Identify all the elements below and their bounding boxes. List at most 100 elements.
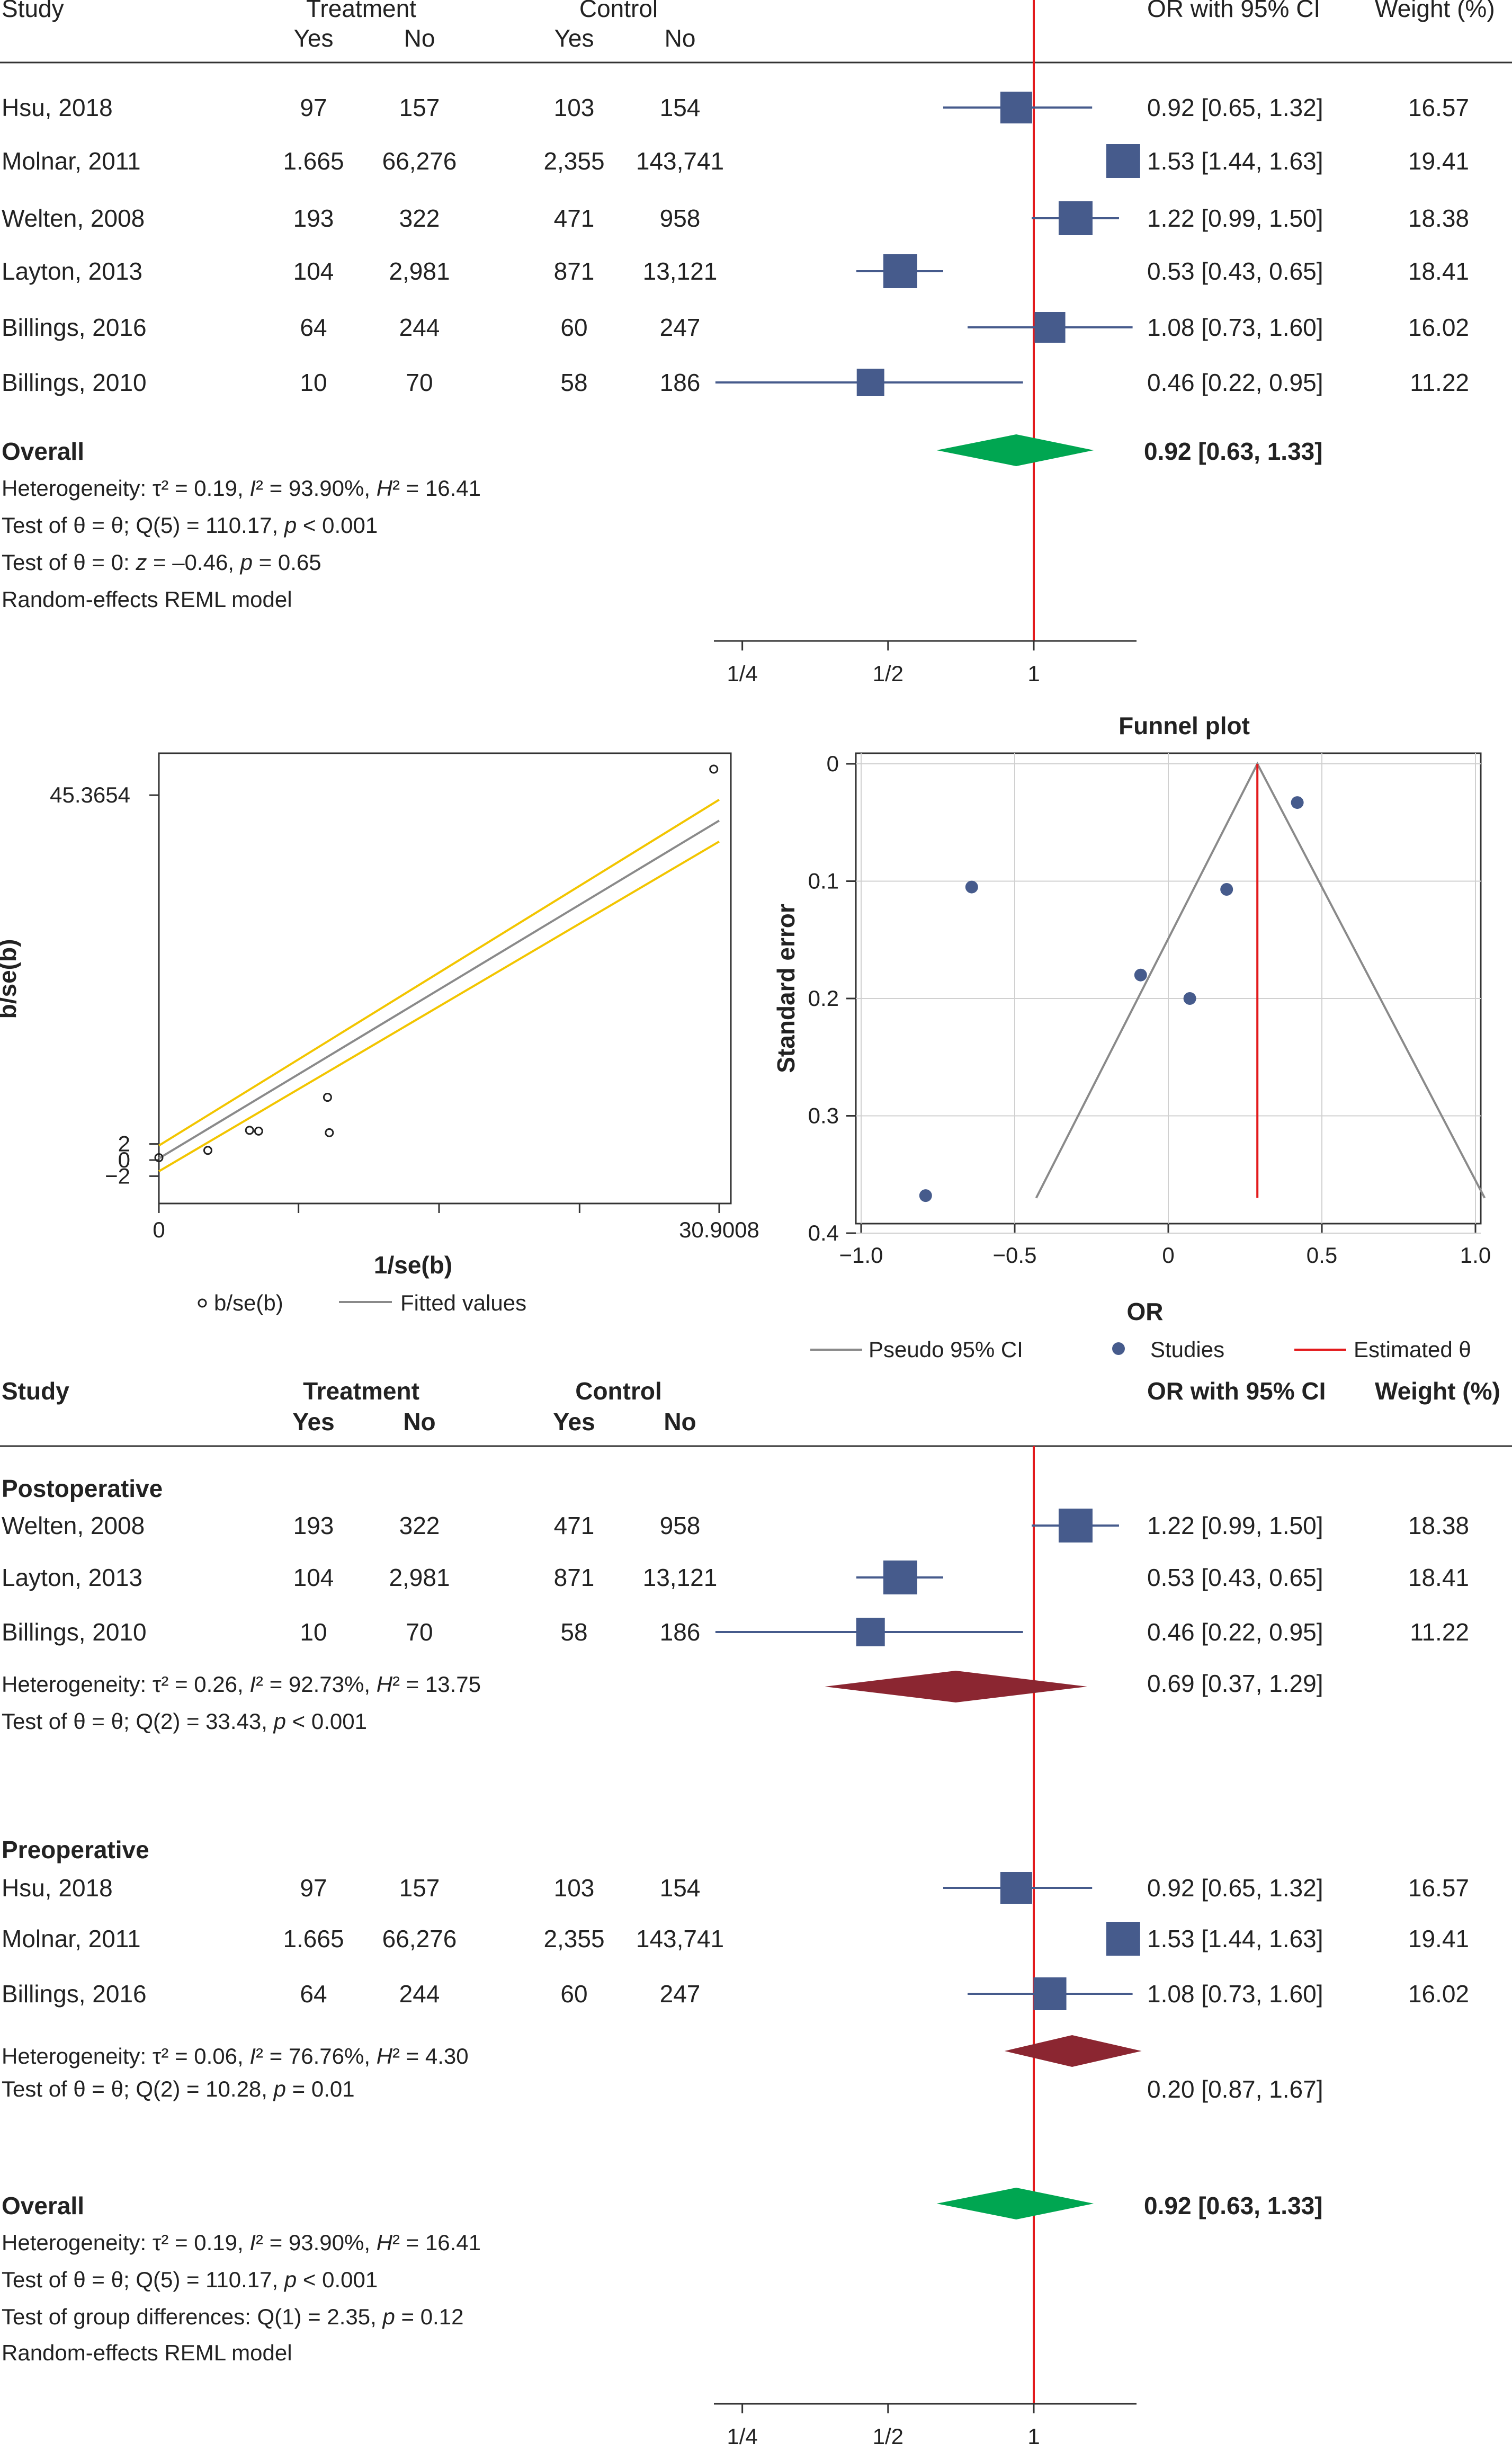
weight-value: 18.38 — [1408, 204, 1469, 232]
ctrl-yes-value: 871 — [554, 1564, 595, 1591]
study-point — [154, 1153, 164, 1162]
homogeneity-test: Test of θ = θ; Q(5) = 110.17, p < 0.001 — [2, 2267, 378, 2292]
heterogeneity-stat: Heterogeneity: τ² = 0.19, I² = 93.90%, H… — [2, 2230, 481, 2255]
model-note: Random-effects REML model — [2, 587, 292, 612]
header-treatment: Treatment — [306, 0, 416, 22]
ctrl-yes-value: 58 — [560, 1618, 587, 1646]
postoperative-diamond — [825, 1671, 1088, 1702]
model-note: Random-effects REML model — [2, 2340, 292, 2365]
effect-square — [1106, 144, 1140, 178]
homogeneity-test: Test of θ = θ; Q(5) = 110.17, p < 0.001 — [2, 513, 378, 538]
study-name: Billings, 2016 — [2, 314, 147, 341]
ctrl-yes-value: 58 — [560, 369, 587, 396]
x-tick-label: 0 — [153, 1217, 165, 1242]
effect-square — [1058, 201, 1093, 235]
study-name: Billings, 2010 — [2, 369, 147, 396]
or-ci-value: 1.08 [0.73, 1.60] — [1147, 314, 1323, 341]
legend-studies-label: Studies — [1150, 1337, 1224, 1362]
or-ci-value: 1.22 [0.99, 1.50] — [1147, 204, 1323, 232]
study-name: Welten, 2008 — [2, 1512, 145, 1539]
study-point — [709, 764, 719, 774]
header-or-ci: OR with 95% CI — [1147, 1377, 1326, 1405]
pseudo-ci-lines — [1035, 761, 1486, 1199]
study-point — [1183, 992, 1196, 1005]
study-name: Billings, 2010 — [2, 1618, 147, 1646]
funnel-plot: Funnel plot Standard error OR −1.0 −0.5 0 0… — [772, 712, 1491, 1362]
treat-yes-value: 97 — [300, 94, 327, 121]
x-tick-label: −0.5 — [993, 1243, 1037, 1268]
ctrl-no-value: 13,121 — [643, 257, 718, 285]
treat-no-value: 2,981 — [389, 257, 450, 285]
effect-square — [1034, 312, 1066, 343]
x-tick-label: 0.5 — [1307, 1243, 1337, 1268]
header-weight: Weight (%) — [1375, 0, 1495, 22]
ctrl-yes-value: 60 — [560, 314, 587, 341]
y-tick-label: 2 — [118, 1131, 130, 1156]
weight-value: 18.41 — [1408, 257, 1469, 285]
x-tick-label: 30.9008 — [679, 1217, 759, 1242]
study-point — [1134, 968, 1147, 982]
treat-yes-value: 193 — [293, 204, 334, 232]
weight-value: 18.38 — [1408, 1512, 1469, 1539]
fitted-line — [158, 819, 720, 1160]
study-point — [1291, 796, 1304, 809]
ctrl-no-value: 958 — [660, 1512, 701, 1539]
treat-yes-value: 104 — [293, 257, 334, 285]
effect-square — [856, 1618, 885, 1646]
weight-value: 16.02 — [1408, 314, 1469, 341]
y-tick-label: −2 — [105, 1163, 130, 1188]
subgroup-preoperative: Preoperative — [2, 1836, 149, 1863]
header-study: Study — [2, 1377, 69, 1405]
header-ctrl-yes: Yes — [553, 1408, 595, 1435]
or-ci-value: 0.92 [0.65, 1.32] — [1147, 94, 1323, 121]
effect-square — [856, 369, 884, 396]
y-tick-label: 0 — [827, 751, 839, 776]
pre-heterogeneity: Heterogeneity: τ² = 0.06, I² = 76.76%, H… — [2, 2044, 469, 2068]
weight-value: 16.57 — [1408, 94, 1469, 121]
study-point — [245, 1126, 254, 1135]
galbraith-ylabel: b/se(b) — [0, 939, 21, 1019]
header-control: Control — [579, 0, 658, 22]
header-treat-no: No — [404, 24, 435, 52]
forest-plot-1: Study Treatment Control Yes No Yes No OR… — [0, 0, 1512, 686]
ctrl-no-value: 154 — [660, 94, 701, 121]
ctrl-yes-value: 871 — [554, 257, 595, 285]
treat-no-value: 157 — [399, 94, 440, 121]
or-ci-value: 0.46 [0.22, 0.95] — [1147, 369, 1323, 396]
effect-square — [1000, 92, 1032, 123]
treat-no-value: 322 — [399, 204, 440, 232]
weight-value: 16.57 — [1408, 1874, 1469, 1902]
effect-square — [883, 254, 917, 288]
treat-yes-value: 193 — [293, 1512, 334, 1539]
header-control: Control — [575, 1377, 662, 1405]
or-ci-value: 1.08 [0.73, 1.60] — [1147, 1980, 1323, 2008]
weight-value: 18.41 — [1408, 1564, 1469, 1591]
treat-yes-value: 1.665 — [283, 1925, 344, 1952]
treat-no-value: 66,276 — [382, 147, 457, 175]
forest2-rows: Welten, 2008 193 322 471 958 1.22 [0.99, 1.50… — [2, 1446, 1469, 2404]
overall-diamond — [936, 2188, 1094, 2219]
or-ci-value: 0.46 [0.22, 0.95] — [1147, 1618, 1323, 1646]
or-ci-value: 1.53 [1.44, 1.63] — [1147, 1925, 1323, 1952]
x-tick-label: 1.0 — [1460, 1243, 1491, 1268]
study-point — [919, 1189, 932, 1202]
ctrl-no-value: 958 — [660, 204, 701, 232]
treat-no-value: 244 — [399, 314, 440, 341]
pre-pooled-ci: 0.20 [0.87, 1.67] — [1147, 2075, 1323, 2103]
header-treat-yes: Yes — [292, 1408, 334, 1435]
x-tick-label: 0 — [1162, 1243, 1174, 1268]
axis-tick-label: 1 — [1027, 2424, 1040, 2449]
study-name: Molnar, 2011 — [2, 1925, 141, 1952]
axis-tick-label: 1/4 — [727, 2424, 757, 2449]
funnel-grid: −1.0 −0.5 0 0.5 1.0 0 0.1 0.2 0.3 0.4 — [808, 751, 1491, 1268]
ctrl-no-value: 247 — [660, 1980, 701, 2008]
study-name: Hsu, 2018 — [2, 94, 113, 121]
galbraith-points — [154, 764, 719, 1162]
y-tick-label: 45.3654 — [50, 782, 130, 807]
ctrl-no-value: 247 — [660, 314, 701, 341]
axis-tick-label: 1/2 — [873, 661, 903, 686]
ctrl-yes-value: 103 — [554, 94, 595, 121]
study-name: Billings, 2016 — [2, 1980, 147, 2008]
